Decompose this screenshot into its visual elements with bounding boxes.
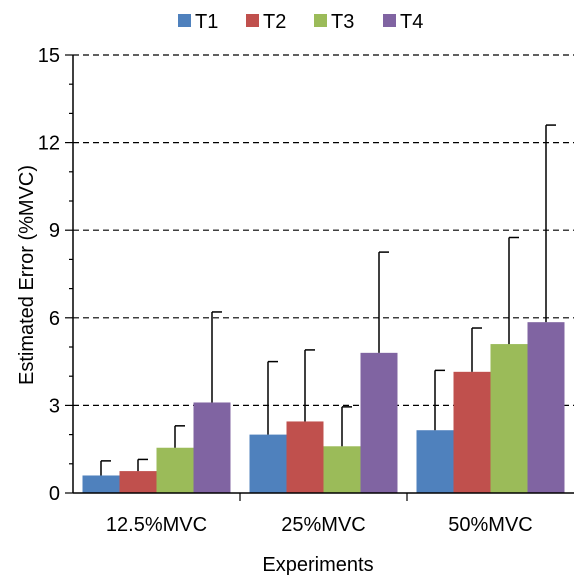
axes <box>65 54 574 501</box>
bar-t1-0 <box>82 475 120 493</box>
y-tick-label: 15 <box>38 45 60 67</box>
legend-label-t2: T2 <box>263 11 286 33</box>
x-tick-labels: 12.5%MVC 25%MVC 50%MVC <box>106 514 533 536</box>
y-tick-label: 0 <box>49 483 60 505</box>
x-tick-label: 25%MVC <box>281 514 365 536</box>
legend-swatch-t4 <box>383 14 396 27</box>
bar-t2-2 <box>453 371 491 493</box>
error-bars <box>100 124 556 476</box>
legend-swatch-t3 <box>314 14 327 27</box>
legend-label-t1: T1 <box>195 11 218 33</box>
bar-t3-1 <box>323 446 361 493</box>
legend-label-t4: T4 <box>400 11 423 33</box>
bar-t3-2 <box>490 344 528 493</box>
y-tick-label: 3 <box>49 395 60 417</box>
x-tick-label: 12.5%MVC <box>106 514 207 536</box>
y-axis-title: Estimated Error (%MVC) <box>16 165 38 385</box>
legend-swatch-t2 <box>246 14 259 27</box>
bar-t1-2 <box>416 430 454 493</box>
gridlines <box>73 54 574 406</box>
bars <box>82 322 565 493</box>
y-tick-label: 9 <box>49 220 60 242</box>
bar-t2-0 <box>119 471 157 493</box>
legend: T1 T2 T3 T4 <box>178 11 423 33</box>
bar-t4-0 <box>193 402 231 493</box>
bar-t4-1 <box>360 352 398 493</box>
bar-t1-1 <box>249 434 287 493</box>
bar-t3-0 <box>156 447 194 493</box>
y-tick-label: 12 <box>38 133 60 155</box>
bar-t4-2 <box>527 322 565 493</box>
legend-label-t3: T3 <box>331 11 354 33</box>
x-tick-label: 50%MVC <box>448 514 532 536</box>
y-tick-label: 6 <box>49 308 60 330</box>
x-axis-title: Experiments <box>262 554 373 576</box>
y-tick-labels: 0 3 6 9 12 15 <box>38 45 60 505</box>
bar-t2-1 <box>286 421 324 493</box>
legend-swatch-t1 <box>178 14 191 27</box>
